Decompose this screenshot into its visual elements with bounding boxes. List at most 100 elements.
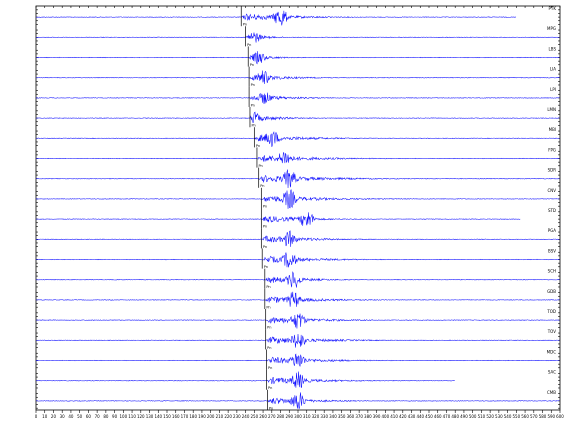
- pick-label: Pn: [256, 144, 260, 148]
- x-tick-label: 570: [530, 414, 538, 419]
- pick-label: Pn: [263, 245, 267, 249]
- trace-lpi: [35, 92, 560, 104]
- x-tick-label: 400: [382, 414, 390, 419]
- x-tick-label: 370: [355, 414, 363, 419]
- station-label: LPI: [550, 87, 556, 92]
- station-label: TOV: [547, 329, 557, 334]
- x-tick-label: 470: [443, 414, 451, 419]
- pick-label: Pn: [247, 43, 251, 47]
- station-label: STD: [548, 208, 556, 213]
- x-tick-label: 300: [294, 414, 302, 419]
- trace-pga: [35, 230, 560, 247]
- x-tick-label: 230: [233, 414, 241, 419]
- trace-sdr: [35, 169, 560, 188]
- x-tick-label: 270: [268, 414, 276, 419]
- trace-lmn: [35, 111, 560, 124]
- x-tick-label: 190: [198, 414, 206, 419]
- pick-label: Pn: [264, 265, 268, 269]
- chart-axes: 0 10 20 30 40 50 60 70 80 90 100 110 120 130 140 150 160…: [35, 5, 564, 419]
- pick-label: Pn: [243, 23, 247, 27]
- x-tick-label: 170: [181, 414, 189, 419]
- x-tick-label: 440: [416, 414, 424, 419]
- station-label: LMN: [547, 107, 556, 112]
- x-tick-label: 210: [216, 414, 224, 419]
- trace-lia: [35, 70, 560, 84]
- x-tick-label: 140: [154, 414, 162, 419]
- x-tick-label: 350: [338, 414, 346, 419]
- x-tick-label: 260: [259, 414, 267, 419]
- trace-mbi: [35, 131, 560, 147]
- pick-label: Pn: [260, 184, 264, 188]
- station-label: PTK: [549, 6, 557, 11]
- x-tick-label: 280: [277, 414, 285, 419]
- x-tick-label: 200: [207, 414, 215, 419]
- x-tick-label: 390: [373, 414, 381, 419]
- x-tick-label: 10: [42, 414, 48, 419]
- station-label: LBS: [549, 46, 557, 51]
- trace-bsv: [35, 251, 560, 268]
- trace-tod: [35, 313, 560, 329]
- pick-label: Pn: [268, 386, 272, 390]
- pick-label: Pn: [267, 346, 271, 350]
- x-tick-label: 40: [68, 414, 74, 419]
- x-tick-label: 500: [469, 414, 477, 419]
- pick-label: Pn: [250, 63, 254, 67]
- x-tick-label: 80: [103, 414, 109, 419]
- station-label: PGA: [548, 228, 557, 233]
- x-tick-label: 520: [486, 414, 494, 419]
- trace-cmb: [35, 392, 560, 410]
- station-label: MDC: [547, 349, 557, 354]
- x-tick-label: 70: [95, 414, 101, 419]
- x-tick-label: 560: [521, 414, 529, 419]
- x-tick-label: 240: [242, 414, 250, 419]
- x-tick-label: 530: [495, 414, 503, 419]
- x-tick-label: 50: [77, 414, 83, 419]
- x-tick-label: 490: [460, 414, 468, 419]
- pick-label: Pn: [251, 83, 255, 87]
- x-tick-label: 220: [224, 414, 232, 419]
- trace-sch: [35, 271, 560, 288]
- x-tick-label: 150: [163, 414, 171, 419]
- x-tick-label: 100: [120, 414, 128, 419]
- trace-ptk: [35, 10, 517, 26]
- x-tick-label: 320: [312, 414, 320, 419]
- trace-tov: [35, 334, 560, 348]
- trace-mdc: [35, 353, 560, 367]
- x-tick-label: 410: [390, 414, 398, 419]
- x-tick-label: 600: [556, 414, 564, 419]
- station-label: SDR: [548, 168, 557, 173]
- x-tick-label: 480: [451, 414, 459, 419]
- station-label: TOD: [546, 309, 556, 314]
- pick-label: Pn: [267, 326, 271, 330]
- x-tick-label: 20: [51, 414, 57, 419]
- x-tick-label: 340: [329, 414, 337, 419]
- station-label: CNV: [547, 188, 556, 193]
- x-tick-label: 540: [504, 414, 512, 419]
- pick-label: Pn: [263, 225, 267, 229]
- station-label: SAC: [548, 370, 556, 375]
- plot-frame: [35, 5, 561, 411]
- station-label: GDB: [547, 289, 556, 294]
- trace-cnv: [35, 189, 560, 209]
- x-tick-label: 130: [146, 414, 154, 419]
- x-tick-label: 580: [539, 414, 547, 419]
- x-tick-label: 550: [513, 414, 521, 419]
- trace-lbs: [35, 51, 560, 65]
- x-tick-label: 60: [86, 414, 92, 419]
- x-tick-label: 460: [434, 414, 442, 419]
- station-label-group: PTK MPG LBS LIA LPI LMN MBI FPG SDR CNV STD PGA BSV S…: [546, 6, 556, 395]
- pick-label: Pn: [266, 305, 270, 309]
- station-label: LIA: [550, 67, 556, 72]
- x-tick-label: 0: [35, 414, 38, 419]
- x-tick-label: 110: [128, 414, 136, 419]
- x-tick-label: 420: [399, 414, 407, 419]
- pick-label: Pn: [269, 406, 273, 410]
- trace-fpg: [35, 152, 560, 164]
- pick-label: Pn: [251, 103, 255, 107]
- station-label: BSV: [548, 248, 556, 253]
- station-label: MBI: [549, 127, 556, 132]
- pick-label: Pn: [263, 204, 267, 208]
- station-label: FPG: [548, 147, 556, 152]
- x-tick-label: 450: [425, 414, 433, 419]
